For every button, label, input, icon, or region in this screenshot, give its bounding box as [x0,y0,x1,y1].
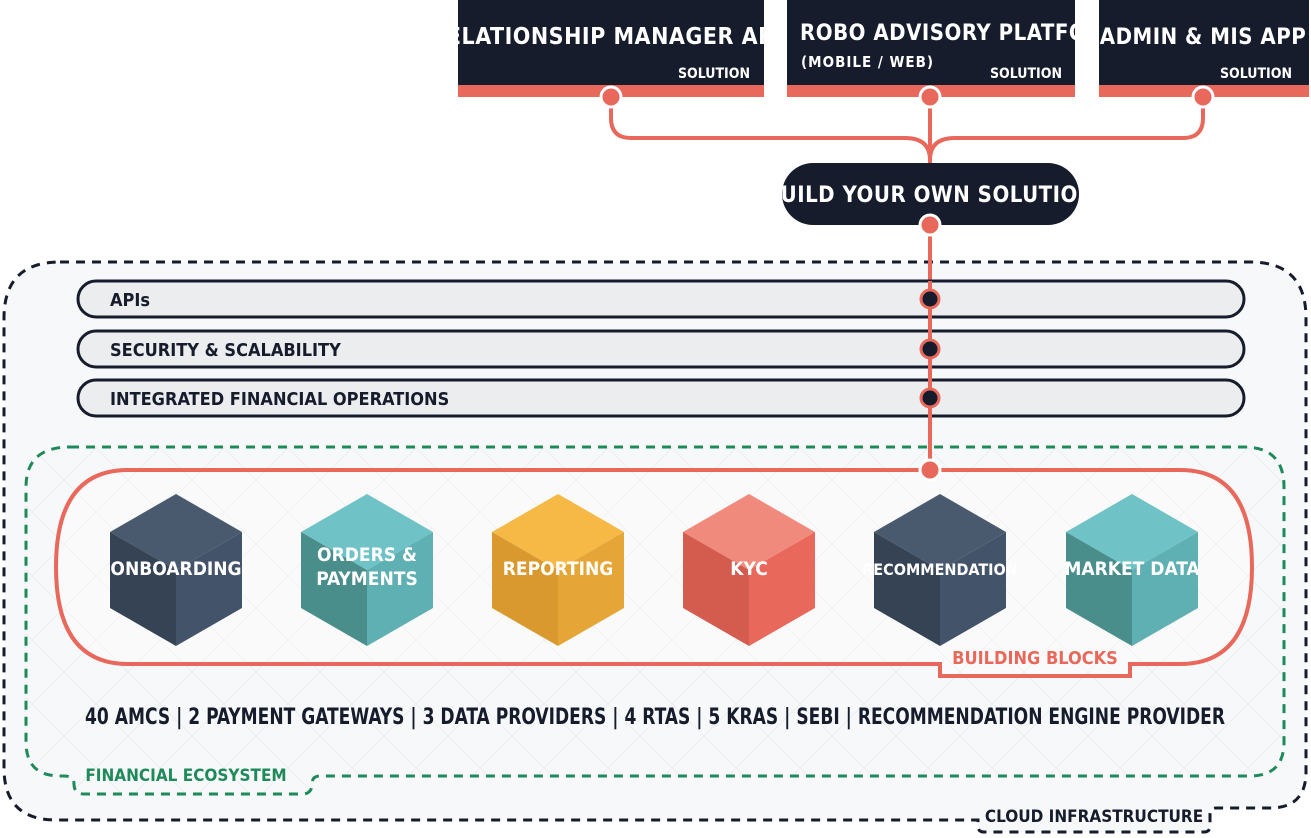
layer-junction-dots [919,288,941,409]
ecosystem-separator: | [170,705,188,730]
layer-label: SECURITY & SCALABILITY [110,340,341,361]
solution-card-relationship-manager[interactable]: RELATIONSHIP MANAGER APP SOLUTION [430,0,789,97]
block-kyc[interactable]: KYC [683,494,815,646]
cube-right-face [940,532,1006,646]
ecosystem-item: SEBI [796,705,839,730]
hub-label: BUILD YOUR OWN SOLUTION [765,183,1095,208]
layer-label: INTEGRATED FINANCIAL OPERATIONS [110,389,449,410]
block-label: ONBOARDING [110,558,241,580]
building-blocks-group: ONBOARDING ORDERS &PAYMENTS REPORTING KYC RE… [110,494,1200,646]
cube-left-face [492,532,558,646]
block-label: RECOMMENDATION [862,560,1018,579]
cube-right-face [749,532,815,646]
solution-tag: SOLUTION [678,66,750,82]
solution-subtitle: (MOBILE / WEB) [801,53,934,71]
solution-title: ROBO ADVISORY PLATFORM [800,21,1122,46]
block-label: ORDERS & [317,544,417,566]
ecosystem-separator: | [606,705,624,730]
ecosystem-item: RECOMMENDATION ENGINE PROVIDER [858,705,1225,730]
layer-bar-security[interactable]: SECURITY & SCALABILITY [76,329,1246,369]
ecosystem-separator: | [690,705,708,730]
block-orders-payments[interactable]: ORDERS &PAYMENTS [301,494,433,646]
solution-title: RELATIONSHIP MANAGER APP [430,24,789,50]
solution-title: ADMIN & MIS APP [1100,25,1306,50]
financial-ecosystem-label: FINANCIAL ECOSYSTEM [85,766,286,786]
hub-connector-dot [918,213,942,237]
cube-right-face [558,532,624,646]
ecosystem-item: 3 DATA PROVIDERS [423,705,607,730]
cube-left-face [683,532,749,646]
ecosystem-items-row: 40 AMCS | 2 PAYMENT GATEWAYS | 3 DATA PR… [85,705,1225,730]
ecosystem-separator: | [778,705,796,730]
solution-tag: SOLUTION [990,66,1062,82]
block-recommendation[interactable]: RECOMMENDATION [862,494,1018,646]
solution-card-robo-advisory[interactable]: ROBO ADVISORY PLATFORM (MOBILE / WEB) SO… [787,0,1122,97]
ecosystem-separator: | [840,705,858,730]
cube-left-face [1066,532,1132,646]
ecosystem-item: 5 KRAS [708,705,778,730]
build-your-own-solution-pill[interactable]: BUILD YOUR OWN SOLUTION [765,163,1095,225]
layer-label: APIs [110,290,150,311]
layer-bar-apis[interactable]: APIs [76,279,1246,319]
solution-tag: SOLUTION [1220,66,1292,82]
cube-left-face [301,532,367,646]
ecosystem-item: 4 RTAS [624,705,690,730]
cloud-infrastructure-label: CLOUD INFRASTRUCTURE [985,807,1203,827]
block-label: PAYMENTS [316,568,418,590]
ecosystem-item: 40 AMCS [85,705,170,730]
ecosystem-separator: | [404,705,422,730]
block-label: REPORTING [503,558,614,580]
cube-right-face [367,532,433,646]
building-blocks-connector-dot [918,458,942,482]
cube-left-face [874,532,940,646]
block-label: MARKET DATA [1064,558,1200,580]
cube-right-face [1132,532,1198,646]
block-reporting[interactable]: REPORTING [492,494,624,646]
block-onboarding[interactable]: ONBOARDING [110,494,242,646]
cube-left-face [110,532,176,646]
building-blocks-label: BUILDING BLOCKS [952,648,1118,669]
ecosystem-item: 2 PAYMENT GATEWAYS [188,705,404,730]
solution-connector-dots [599,85,1215,109]
block-label: KYC [730,558,768,580]
solution-card-admin-mis[interactable]: ADMIN & MIS APP SOLUTION [1099,0,1309,97]
layer-bar-financial-operations[interactable]: INTEGRATED FINANCIAL OPERATIONS [76,378,1246,418]
block-market-data[interactable]: MARKET DATA [1064,494,1200,646]
cube-right-face [176,532,242,646]
